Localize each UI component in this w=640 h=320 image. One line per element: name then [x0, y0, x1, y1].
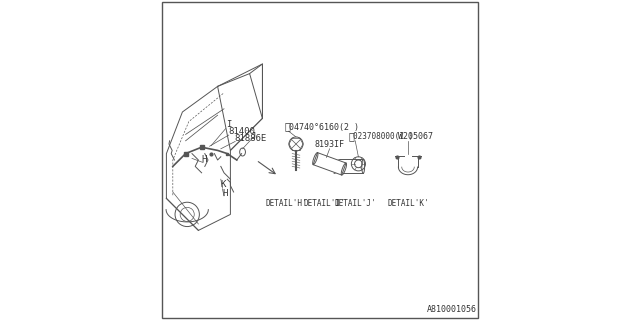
Text: DETAIL'J': DETAIL'J' — [334, 199, 376, 208]
Text: DETAIL'K': DETAIL'K' — [387, 199, 429, 208]
Text: W205067: W205067 — [398, 132, 433, 141]
Text: 023708000(1 ): 023708000(1 ) — [353, 132, 413, 141]
Text: I: I — [227, 120, 232, 129]
Text: Ⓝ: Ⓝ — [349, 131, 355, 141]
Text: H: H — [223, 189, 228, 198]
Text: DETAIL'H': DETAIL'H' — [266, 199, 307, 208]
Text: Ⓢ: Ⓢ — [285, 122, 291, 132]
Text: 81886E: 81886E — [235, 134, 267, 143]
Text: 04740°6160(2 ): 04740°6160(2 ) — [289, 123, 359, 132]
Text: A810001056: A810001056 — [427, 305, 477, 314]
Text: J: J — [251, 132, 256, 141]
Text: DETAIL'I': DETAIL'I' — [304, 199, 346, 208]
Text: 8193IF: 8193IF — [315, 140, 344, 149]
Text: H: H — [202, 155, 207, 164]
Text: K: K — [221, 180, 226, 189]
Text: 81400: 81400 — [229, 127, 255, 136]
Polygon shape — [313, 153, 346, 175]
